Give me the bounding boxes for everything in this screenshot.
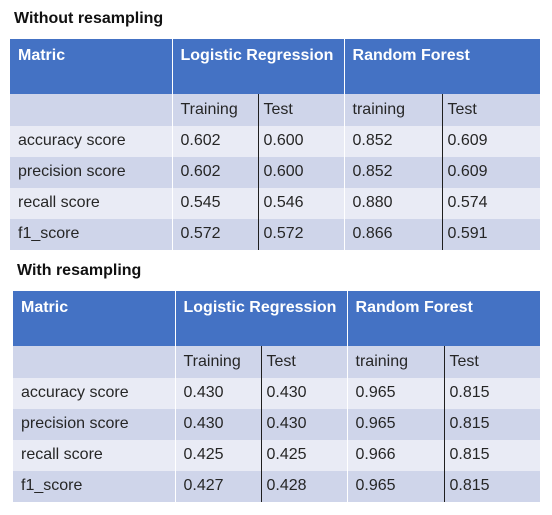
lr-test-value: 0.600	[257, 156, 345, 188]
rf-train-value: 0.852	[343, 156, 443, 188]
table-row: accuracy score 0.602 0.600 0.852 0.609	[10, 125, 541, 157]
table-row: recall score 0.545 0.546 0.880 0.574	[10, 187, 541, 219]
rf-test-value: 0.815	[443, 408, 541, 440]
random-forest-header: Random Forest	[346, 290, 541, 346]
table-row: precision score 0.430 0.430 0.965 0.815	[13, 408, 541, 440]
metric-label: f1_score	[13, 470, 175, 502]
table-subheader-row: Training Test training Test	[13, 345, 541, 378]
table-row: accuracy score 0.430 0.430 0.965 0.815	[13, 377, 541, 409]
metrics-table-without-resampling: Matric Logistic Regression Random Forest…	[10, 38, 541, 250]
metric-label: f1_score	[10, 218, 172, 250]
rf-test-value: 0.591	[441, 218, 541, 250]
table-subheader-row: Training Test training Test	[10, 93, 541, 126]
rf-train-value: 0.965	[346, 408, 445, 440]
metric-label: recall score	[13, 439, 175, 471]
rf-train-value: 0.852	[343, 125, 443, 157]
table-row: f1_score 0.427 0.428 0.965 0.815	[13, 470, 541, 502]
lr-training-label: Training	[171, 93, 258, 126]
lr-training-label: Training	[174, 345, 261, 378]
rf-train-value: 0.965	[346, 470, 445, 502]
rf-train-value: 0.880	[343, 187, 443, 219]
rf-train-value: 0.866	[343, 218, 443, 250]
table-row: precision score 0.602 0.600 0.852 0.609	[10, 156, 541, 188]
lr-test-value: 0.546	[257, 187, 345, 219]
lr-test-label: Test	[257, 93, 345, 126]
lr-test-value: 0.600	[257, 125, 345, 157]
lr-train-value: 0.602	[171, 156, 258, 188]
lr-test-value: 0.425	[260, 439, 348, 471]
lr-test-value: 0.430	[260, 377, 348, 409]
section-title-without-resampling: Without resampling	[14, 10, 164, 27]
metric-column-header: Matric	[10, 38, 172, 94]
metric-label: precision score	[13, 408, 175, 440]
table-row: recall score 0.425 0.425 0.966 0.815	[13, 439, 541, 471]
lr-train-value: 0.572	[171, 218, 258, 250]
metrics-table-with-resampling: Matric Logistic Regression Random Forest…	[13, 290, 541, 502]
lr-train-value: 0.602	[171, 125, 258, 157]
rf-training-label: training	[346, 345, 445, 378]
rf-test-value: 0.609	[441, 125, 541, 157]
table-row: f1_score 0.572 0.572 0.866 0.591	[10, 218, 541, 250]
lr-train-value: 0.430	[174, 377, 261, 409]
lr-test-value: 0.428	[260, 470, 348, 502]
rf-test-value: 0.815	[443, 439, 541, 471]
logistic-regression-header: Logistic Regression	[171, 38, 345, 94]
lr-test-label: Test	[260, 345, 348, 378]
rf-test-label: Test	[443, 345, 541, 378]
rf-training-label: training	[343, 93, 443, 126]
table-header-row: Matric Logistic Regression Random Forest	[10, 38, 541, 94]
rf-train-value: 0.966	[346, 439, 445, 471]
rf-test-label: Test	[441, 93, 541, 126]
lr-test-value: 0.572	[257, 218, 345, 250]
metric-label: precision score	[10, 156, 172, 188]
rf-test-value: 0.574	[441, 187, 541, 219]
subheader-blank	[10, 93, 172, 126]
metric-label: accuracy score	[13, 377, 175, 409]
rf-test-value: 0.815	[443, 470, 541, 502]
subheader-blank	[13, 345, 175, 378]
metric-label: accuracy score	[10, 125, 172, 157]
rf-test-value: 0.609	[441, 156, 541, 188]
metric-column-header: Matric	[13, 290, 175, 346]
lr-train-value: 0.427	[174, 470, 261, 502]
lr-test-value: 0.430	[260, 408, 348, 440]
lr-train-value: 0.430	[174, 408, 261, 440]
rf-test-value: 0.815	[443, 377, 541, 409]
rf-train-value: 0.965	[346, 377, 445, 409]
random-forest-header: Random Forest	[343, 38, 541, 94]
logistic-regression-header: Logistic Regression	[174, 290, 348, 346]
table-header-row: Matric Logistic Regression Random Forest	[13, 290, 541, 346]
lr-train-value: 0.545	[171, 187, 258, 219]
section-title-with-resampling: With resampling	[17, 262, 142, 279]
lr-train-value: 0.425	[174, 439, 261, 471]
metric-label: recall score	[10, 187, 172, 219]
